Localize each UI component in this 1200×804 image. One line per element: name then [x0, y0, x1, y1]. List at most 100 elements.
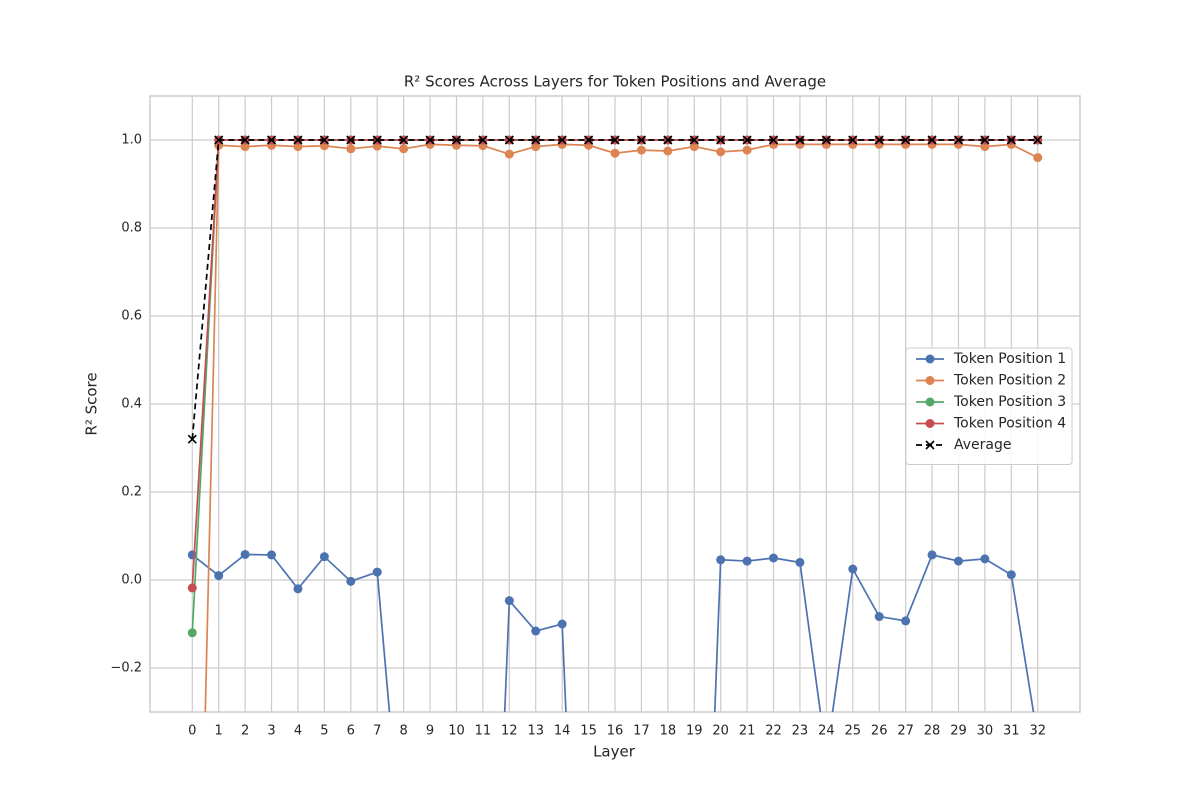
data-marker	[795, 557, 805, 567]
legend-label: Token Position 1	[953, 351, 1066, 367]
data-marker	[716, 147, 726, 157]
data-marker	[769, 553, 779, 563]
data-marker	[293, 142, 303, 152]
data-marker	[504, 596, 514, 606]
data-marker	[346, 576, 356, 586]
data-marker	[927, 135, 937, 145]
y-tick-label: 0.2	[121, 485, 142, 500]
data-marker	[636, 135, 646, 145]
x-tick-label: 6	[347, 724, 355, 739]
x-tick-label: 23	[792, 724, 809, 739]
legend-label: Token Position 4	[953, 416, 1066, 432]
data-marker	[874, 612, 884, 622]
data-marker	[980, 554, 990, 564]
data-marker	[266, 135, 277, 145]
plot-area	[187, 135, 1043, 761]
x-tick-label: 17	[633, 724, 650, 739]
x-tick-label: 10	[448, 724, 465, 739]
x-tick-label: 16	[607, 724, 624, 739]
data-marker	[319, 552, 329, 562]
y-tick-label: 0.6	[121, 309, 142, 324]
x-tick-label: 24	[818, 724, 835, 739]
legend-marker	[925, 354, 935, 364]
x-tick-label: 11	[475, 724, 492, 739]
data-marker	[716, 135, 726, 145]
data-marker	[901, 616, 911, 626]
x-tick-label: 15	[580, 724, 597, 739]
data-marker	[267, 550, 277, 560]
data-marker	[901, 135, 911, 145]
data-marker	[742, 135, 752, 145]
x-tick-label: 3	[267, 724, 275, 739]
data-marker	[240, 142, 250, 152]
data-marker	[821, 135, 831, 145]
x-tick-label: 14	[554, 724, 571, 739]
data-marker	[399, 135, 409, 145]
legend-marker	[925, 440, 935, 450]
data-marker	[293, 135, 303, 145]
legend-label: Average	[954, 437, 1012, 453]
x-tick-label: 28	[924, 724, 941, 739]
x-tick-label: 30	[977, 724, 994, 739]
data-marker	[742, 145, 752, 155]
x-tick-label: 26	[871, 724, 888, 739]
x-tick-label: 5	[320, 724, 328, 739]
data-marker	[557, 135, 567, 145]
data-marker	[663, 146, 673, 156]
data-marker	[478, 135, 488, 145]
x-tick-label: 32	[1029, 724, 1046, 739]
data-marker	[240, 135, 250, 145]
data-marker	[1033, 153, 1043, 163]
chart-title: R² Scores Across Layers for Token Positi…	[404, 73, 826, 91]
data-marker	[240, 549, 250, 559]
data-marker	[399, 144, 409, 154]
plot-frame	[149, 95, 1081, 713]
data-marker	[848, 564, 858, 574]
x-tick-label: 4	[294, 724, 302, 739]
data-marker	[346, 144, 356, 154]
x-tick-label: 13	[527, 724, 544, 739]
data-marker	[214, 571, 224, 581]
data-marker	[531, 135, 541, 145]
data-marker	[1006, 570, 1016, 580]
data-marker	[372, 567, 382, 577]
data-marker	[504, 149, 514, 159]
legend-marker	[925, 397, 935, 407]
data-marker	[716, 555, 726, 565]
data-marker	[980, 142, 990, 152]
x-tick-label: 22	[765, 724, 782, 739]
data-marker	[742, 556, 752, 566]
data-marker	[610, 135, 620, 145]
data-marker	[425, 135, 435, 145]
x-tick-label: 31	[1003, 724, 1020, 739]
data-marker	[874, 135, 884, 145]
data-marker	[531, 626, 541, 636]
data-marker	[768, 135, 779, 145]
legend-label: Token Position 2	[953, 373, 1066, 389]
legend-box	[905, 347, 1073, 465]
data-marker	[953, 135, 964, 145]
data-marker	[953, 556, 963, 566]
data-marker	[980, 135, 990, 145]
data-marker	[1033, 135, 1043, 145]
data-marker	[372, 135, 382, 145]
x-tick-label: 12	[501, 724, 518, 739]
x-tick-label: 8	[399, 724, 407, 739]
x-tick-label: 7	[373, 724, 381, 739]
data-marker	[531, 142, 541, 152]
data-marker	[822, 752, 831, 761]
x-tick-label: 27	[897, 724, 914, 739]
legend-label: Token Position 3	[953, 394, 1066, 410]
data-marker	[451, 135, 462, 145]
x-tick-label: 18	[660, 724, 677, 739]
y-tick-label: 0.0	[121, 573, 142, 588]
data-marker	[927, 550, 937, 560]
y-axis-label: R² Score	[83, 372, 101, 435]
data-marker	[636, 145, 646, 155]
x-tick-label: 0	[188, 724, 196, 739]
data-marker	[795, 135, 805, 145]
x-tick-label: 2	[241, 724, 249, 739]
x-tick-label: 25	[845, 724, 862, 739]
x-tick-label: 21	[739, 724, 756, 739]
